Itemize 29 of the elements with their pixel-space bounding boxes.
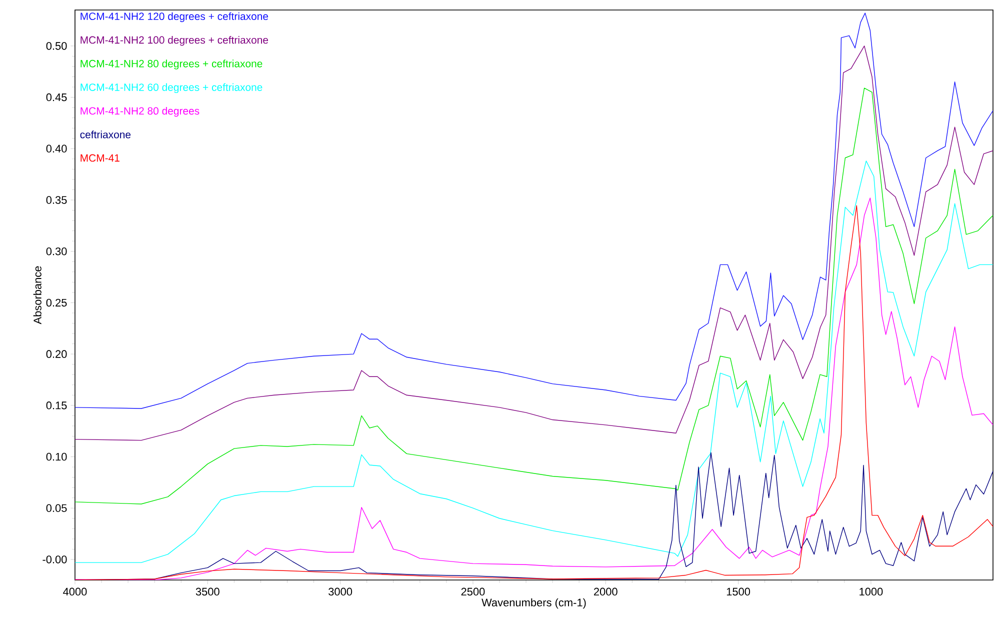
text: MCM-41-NH2 80 degrees + ceftriaxone	[80, 60, 262, 70]
text: MCM-41-NH2 100 degrees + ceftriaxone	[80, 36, 268, 46]
x-tick-label: 1500	[726, 588, 750, 596]
x-tick-label: 4000	[63, 588, 87, 596]
y-tick-label: 0.30	[46, 247, 67, 256]
text: MCM-41-NH2 80 degrees	[80, 106, 200, 117]
x-axis-title: Wavenumbers (cm-1)	[482, 598, 586, 609]
y-tick-label: 0.25	[46, 298, 67, 307]
y-tick-label: -0.00	[42, 556, 67, 564]
text: MCM-41-NH2 120 degrees + ceftriaxone	[80, 12, 268, 22]
y-axis-title: Absorbance	[33, 266, 42, 324]
text: MCM-41-NH2 60 degrees + ceftriaxone	[80, 83, 262, 94]
x-tick-label: 2000	[594, 588, 618, 596]
y-tick-label: 0.45	[46, 93, 67, 102]
y-tick-label: 0.50	[46, 42, 67, 50]
line-series	[74, 12, 993, 409]
x-tick-label: 2500	[461, 588, 485, 596]
line-series	[74, 46, 993, 441]
text: MCM-41	[80, 154, 120, 162]
y-tick-label: 0.10	[46, 452, 67, 461]
x-tick-label: 3000	[328, 588, 352, 596]
x-tick-label: 1000	[860, 588, 883, 596]
text: ceftriaxone	[80, 130, 131, 138]
y-tick-label: 0.05	[46, 504, 67, 512]
y-tick-label: 0.40	[46, 144, 67, 153]
x-tick-label: 3500	[196, 588, 220, 596]
y-tick-label: 0.15	[46, 402, 67, 410]
y-tick-label: 0.35	[46, 196, 67, 204]
y-tick-label: 0.20	[46, 350, 67, 358]
